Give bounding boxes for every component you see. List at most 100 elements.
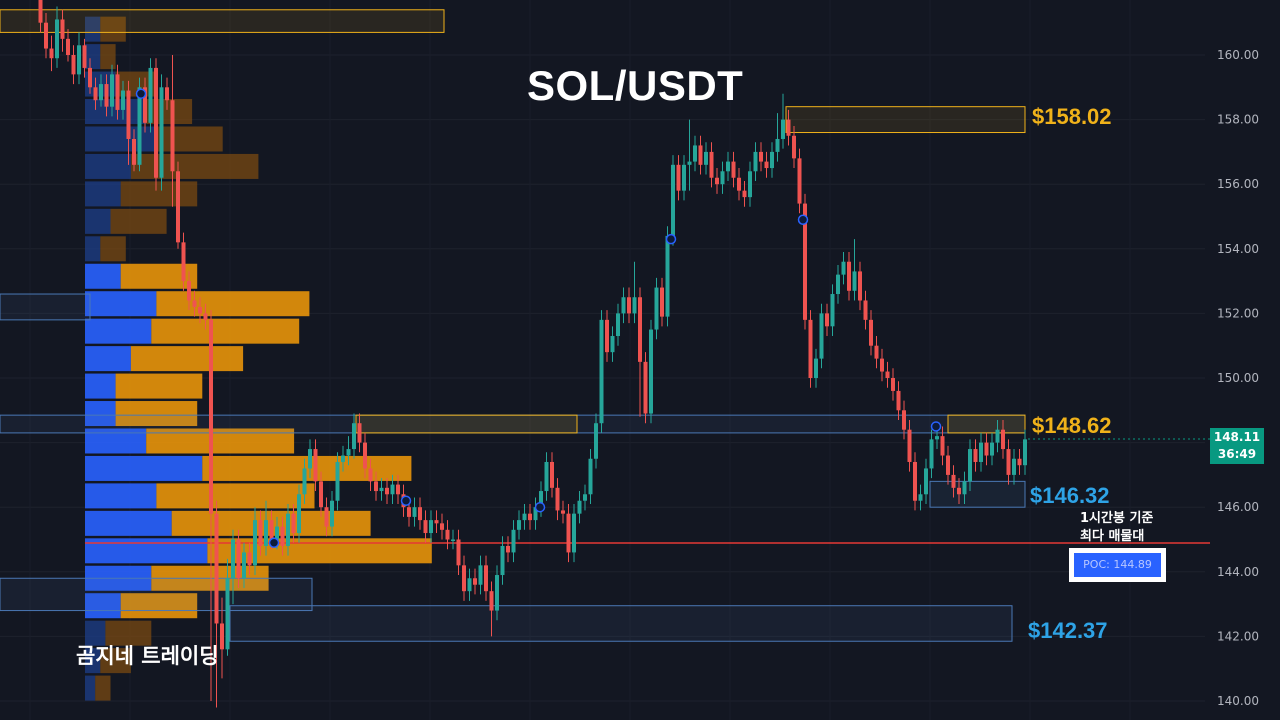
candle-body — [819, 313, 824, 359]
candle-body — [517, 520, 521, 530]
candle-body — [924, 468, 928, 495]
candle-body — [715, 177, 719, 185]
level-label-142: $142.37 — [1028, 618, 1108, 643]
candle-body — [511, 529, 516, 553]
candle-body — [891, 378, 895, 391]
candle-body — [506, 545, 510, 553]
candle-body — [973, 449, 978, 462]
candle-body — [522, 513, 527, 521]
candle-body — [44, 22, 48, 49]
candle-body — [176, 171, 180, 243]
profile-bar-buy — [85, 648, 101, 674]
price-tick-label: 158.00 — [1217, 113, 1259, 127]
candle-body — [687, 161, 692, 165]
price-axis[interactable]: 160.00158.00156.00154.00152.00150.00148.… — [1217, 48, 1259, 708]
candle-body — [627, 297, 631, 314]
zone-support-146 — [929, 480, 1026, 508]
profile-bar-sell — [156, 483, 315, 509]
profile-bar-sell — [95, 675, 111, 701]
candle-body — [55, 19, 59, 59]
candle-body — [588, 458, 593, 495]
candle-body — [286, 513, 290, 546]
candle-body — [885, 371, 890, 378]
candle-body — [594, 423, 598, 459]
candle-body — [203, 313, 208, 320]
candle-body — [528, 513, 532, 521]
current-price-tag: 148.11 36:49 — [1210, 428, 1264, 464]
candle-body — [104, 84, 109, 107]
candle-body — [1006, 449, 1011, 475]
candle-body — [962, 481, 967, 495]
profile-bar-buy — [85, 593, 121, 619]
candle-body — [742, 190, 747, 198]
candle-body — [220, 623, 224, 650]
candle-body — [434, 520, 439, 524]
candle-body — [902, 410, 906, 430]
profile-bar-sell — [130, 153, 259, 179]
candle-body — [814, 358, 818, 378]
candle-body — [330, 500, 334, 527]
candle-body — [170, 100, 175, 172]
candle-body — [858, 271, 862, 301]
candle-body — [979, 442, 983, 462]
candle-body — [500, 545, 505, 576]
candle-body — [583, 494, 587, 501]
candle-body — [660, 287, 664, 317]
candle-body — [390, 484, 395, 495]
candle-body — [704, 151, 708, 165]
candle-body — [577, 500, 582, 514]
price-tick-label: 144.00 — [1217, 565, 1259, 579]
candle-body — [709, 151, 714, 178]
candle-body — [451, 539, 455, 541]
candle-body — [462, 565, 466, 592]
candle-body — [280, 526, 285, 546]
candle-body — [880, 358, 884, 372]
candle-body — [275, 526, 279, 540]
candle-body — [478, 565, 483, 585]
level-label-158: $158.02 — [1032, 104, 1112, 129]
candle-body — [698, 145, 703, 165]
candle-body — [544, 461, 549, 492]
candle-body — [484, 565, 488, 592]
level-zones — [0, 9, 1210, 642]
candle-body — [1001, 429, 1005, 450]
poc-annotation: 1시간봉 기준 최다 매물대 — [1080, 510, 1153, 546]
candle-body — [841, 261, 846, 275]
candle-body — [181, 242, 186, 282]
candle-body — [385, 487, 389, 495]
candle-body — [121, 90, 125, 110]
candle-body — [115, 74, 120, 110]
signal-marker — [665, 233, 677, 245]
candle-body — [308, 449, 312, 469]
profile-bar-sell — [100, 648, 131, 674]
candle-body — [352, 423, 356, 450]
poc-note-line1: 1시간봉 기준 — [1080, 511, 1154, 526]
candle-body — [638, 297, 642, 362]
chart-title: SOL/USDT — [527, 62, 744, 109]
candle-body — [291, 513, 296, 534]
zone-resistance-158 — [785, 106, 1026, 134]
candle-body — [396, 484, 400, 495]
candle-body — [82, 45, 87, 68]
candle-body — [671, 164, 675, 236]
candle-body — [489, 591, 494, 611]
candle-body — [759, 151, 763, 162]
zone-left-143 — [0, 577, 313, 612]
candle-body — [775, 138, 780, 152]
profile-bar-buy — [85, 153, 131, 179]
profile-bar-buy — [85, 263, 121, 289]
candle-body — [539, 491, 543, 508]
profile-bar-buy — [85, 373, 116, 399]
candle-body — [781, 119, 785, 139]
candle-body — [693, 145, 697, 162]
candle-body — [143, 87, 147, 123]
candle-body — [649, 329, 653, 414]
candle-body — [654, 287, 659, 330]
price-tick-label: 146.00 — [1217, 500, 1259, 514]
poc-badge: POC: 144.89 — [1069, 548, 1166, 582]
profile-bar-sell — [110, 208, 167, 234]
profile-bar-sell — [120, 593, 198, 619]
candle-body — [984, 442, 989, 456]
zone-support-142 — [229, 605, 1013, 642]
